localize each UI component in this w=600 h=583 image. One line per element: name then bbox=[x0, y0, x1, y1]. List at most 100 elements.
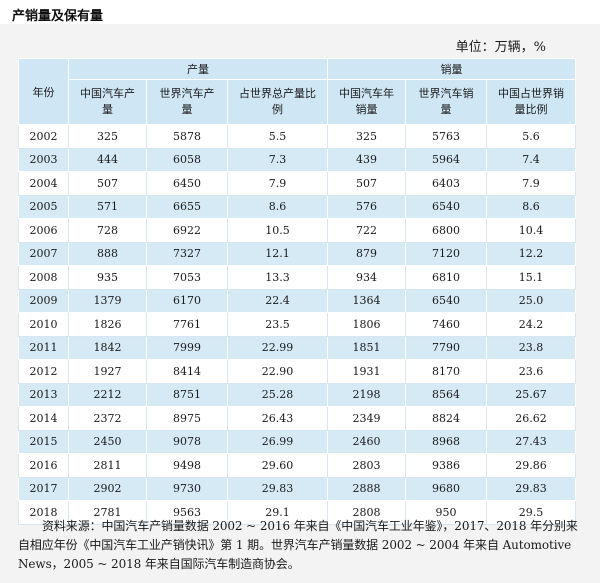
table-cell: 27.43 bbox=[486, 429, 577, 454]
table-cell: 10.4 bbox=[486, 218, 577, 243]
table-cell: 9730 bbox=[146, 476, 228, 501]
table-cell: 2803 bbox=[327, 453, 407, 478]
year-cell: 2004 bbox=[18, 171, 69, 196]
table-cell: 7.9 bbox=[226, 171, 329, 196]
table-cell: 5878 bbox=[146, 124, 228, 149]
world-sales-header: 世界汽车销量 bbox=[405, 79, 488, 125]
table-cell: 7.9 bbox=[486, 171, 577, 196]
table-cell: 9498 bbox=[146, 453, 228, 478]
table-cell: 7120 bbox=[405, 241, 488, 266]
year-cell: 2016 bbox=[18, 453, 69, 478]
table-row: 2014 2372 8975 26.43 2349 8824 26.62 bbox=[18, 406, 577, 431]
unit-label: 单位：万辆，% bbox=[455, 40, 546, 55]
year-cell: 2017 bbox=[18, 476, 69, 501]
year-cell: 2013 bbox=[18, 382, 69, 407]
table-cell: 6058 bbox=[146, 147, 228, 172]
table-cell: 9680 bbox=[405, 476, 488, 501]
table-cell: 6810 bbox=[405, 265, 488, 290]
table-cell: 6655 bbox=[146, 194, 228, 219]
table-cell: 7761 bbox=[146, 312, 228, 337]
table-cell: 722 bbox=[327, 218, 407, 243]
table-cell: 950 bbox=[405, 500, 488, 525]
table-cell: 1379 bbox=[68, 288, 147, 313]
table-cell: 8170 bbox=[405, 359, 488, 384]
table-cell: 2372 bbox=[68, 406, 147, 431]
table-cell: 6170 bbox=[146, 288, 228, 313]
table-cell: 1851 bbox=[327, 335, 407, 360]
year-header: 年份 bbox=[18, 58, 69, 125]
table-cell: 8968 bbox=[405, 429, 488, 454]
year-cell: 2008 bbox=[18, 265, 69, 290]
year-cell: 2006 bbox=[18, 218, 69, 243]
year-cell: 2007 bbox=[18, 241, 69, 266]
table-cell: 29.1 bbox=[226, 500, 329, 525]
table-cell: 7327 bbox=[146, 241, 228, 266]
table-cell: 7.4 bbox=[486, 147, 577, 172]
table-cell: 13.3 bbox=[226, 265, 329, 290]
table-row: 2007 888 7327 12.1 879 7120 12.2 bbox=[18, 241, 577, 266]
table-cell: 8751 bbox=[146, 382, 228, 407]
table-cell: 23.5 bbox=[226, 312, 329, 337]
table-cell: 6540 bbox=[405, 194, 488, 219]
production-group-header: 产量 bbox=[67, 58, 329, 80]
year-cell: 2012 bbox=[18, 359, 69, 384]
table-cell: 439 bbox=[327, 147, 407, 172]
table-cell: 5.6 bbox=[486, 124, 577, 149]
table-row: 2006 728 6922 10.5 722 6800 10.4 bbox=[18, 218, 577, 243]
table-cell: 7460 bbox=[405, 312, 488, 337]
table-cell: 26.62 bbox=[486, 406, 577, 431]
table-cell: 444 bbox=[68, 147, 147, 172]
table-cell: 5964 bbox=[405, 147, 488, 172]
table-cell: 7790 bbox=[405, 335, 488, 360]
table-cell: 8.6 bbox=[226, 194, 329, 219]
table-cell: 507 bbox=[68, 171, 147, 196]
year-cell: 2003 bbox=[18, 147, 69, 172]
table-cell: 1826 bbox=[68, 312, 147, 337]
table-cell: 26.43 bbox=[226, 406, 329, 431]
sales-share-header: 中国占世界销量比例 bbox=[486, 79, 577, 125]
table-cell: 7053 bbox=[146, 265, 228, 290]
table-cell: 6800 bbox=[405, 218, 488, 243]
table-cell: 22.99 bbox=[226, 335, 329, 360]
table-cell: 888 bbox=[68, 241, 147, 266]
table-cell: 8975 bbox=[146, 406, 228, 431]
table-cell: 1931 bbox=[327, 359, 407, 384]
table-cell: 8564 bbox=[405, 382, 488, 407]
sales-group-header: 销量 bbox=[327, 58, 577, 80]
year-cell: 2011 bbox=[18, 335, 69, 360]
table-cell: 2902 bbox=[68, 476, 147, 501]
table-cell: 9386 bbox=[405, 453, 488, 478]
table-row: 2016 2811 9498 29.60 2803 9386 29.86 bbox=[18, 453, 577, 478]
table-cell: 29.86 bbox=[486, 453, 577, 478]
table-cell: 24.2 bbox=[486, 312, 577, 337]
table-row: 2002 325 5878 5.5 325 5763 5.6 bbox=[18, 124, 577, 149]
table-cell: 935 bbox=[68, 265, 147, 290]
table-cell: 25.0 bbox=[486, 288, 577, 313]
table-row: 2005 571 6655 8.6 576 6540 8.6 bbox=[18, 194, 577, 219]
table-cell: 571 bbox=[68, 194, 147, 219]
table-cell: 1806 bbox=[327, 312, 407, 337]
table-row: 2013 2212 8751 25.28 2198 8564 25.67 bbox=[18, 382, 577, 407]
year-cell: 2010 bbox=[18, 312, 69, 337]
table-cell: 8414 bbox=[146, 359, 228, 384]
table-cell: 15.1 bbox=[486, 265, 577, 290]
table-cell: 12.2 bbox=[486, 241, 577, 266]
table-cell: 22.4 bbox=[226, 288, 329, 313]
table-cell: 325 bbox=[68, 124, 147, 149]
table-cell: 9078 bbox=[146, 429, 228, 454]
table-cell: 8824 bbox=[405, 406, 488, 431]
page-title: 产销量及保有量 bbox=[12, 9, 104, 24]
table-cell: 2349 bbox=[327, 406, 407, 431]
table-row: 2004 507 6450 7.9 507 6403 7.9 bbox=[18, 171, 577, 196]
table-cell: 25.67 bbox=[486, 382, 577, 407]
table-cell: 29.60 bbox=[226, 453, 329, 478]
table-row: 2012 1927 8414 22.90 1931 8170 23.6 bbox=[18, 359, 577, 384]
table-cell: 7999 bbox=[146, 335, 228, 360]
table-cell: 2811 bbox=[68, 453, 147, 478]
table-cell: 5763 bbox=[405, 124, 488, 149]
table-cell: 728 bbox=[68, 218, 147, 243]
table-cell: 23.6 bbox=[486, 359, 577, 384]
table-row: 2010 1826 7761 23.5 1806 7460 24.2 bbox=[18, 312, 577, 337]
table-cell: 10.5 bbox=[226, 218, 329, 243]
table-cell: 2460 bbox=[327, 429, 407, 454]
